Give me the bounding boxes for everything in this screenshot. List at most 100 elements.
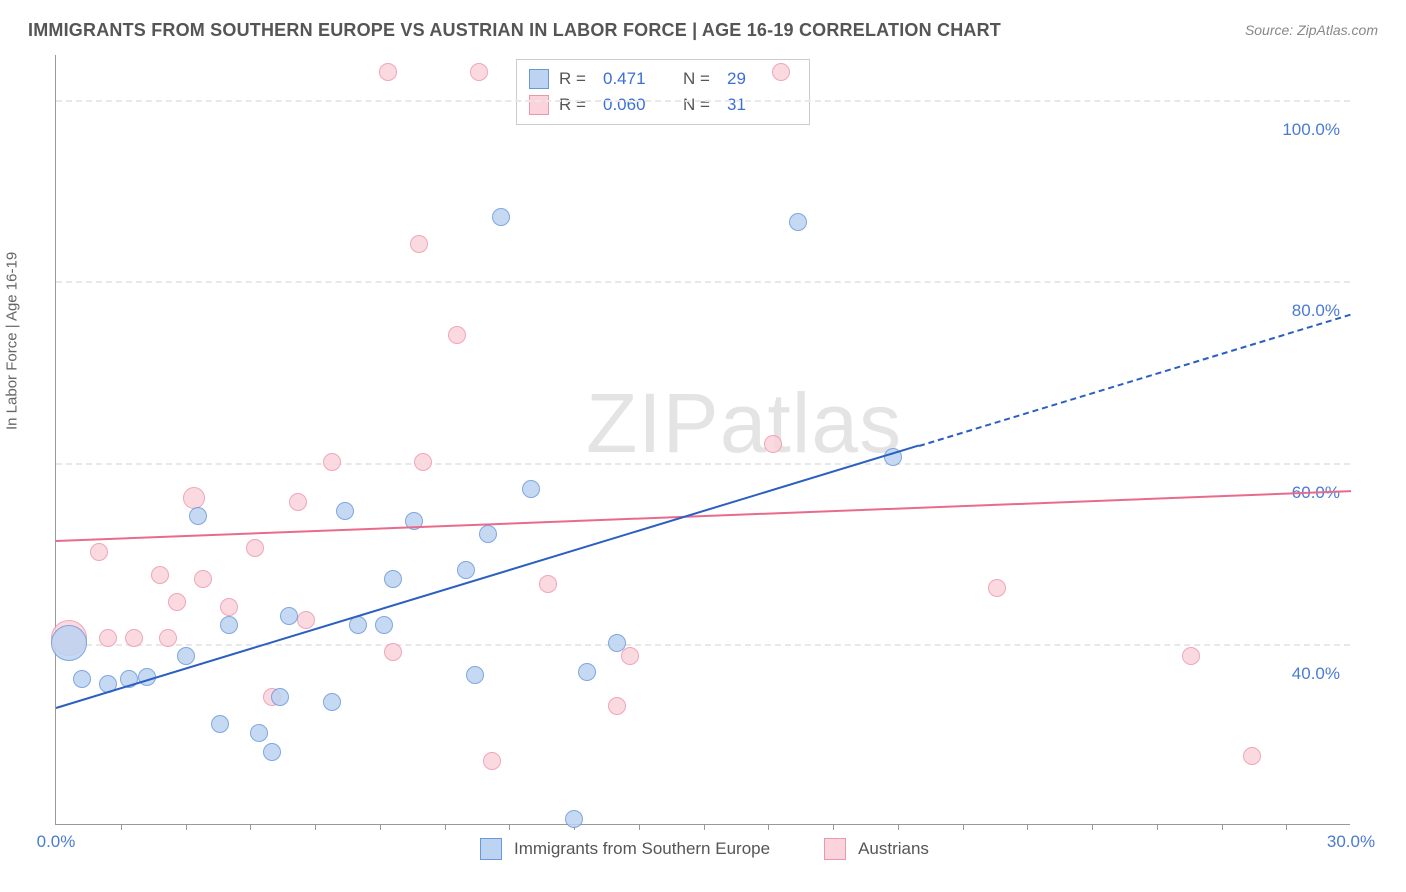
regression-line [56,490,1351,542]
scatter-point [159,629,177,647]
x-tick-mark [1027,824,1028,830]
scatter-point [336,502,354,520]
scatter-point [466,666,484,684]
scatter-point [246,539,264,557]
scatter-point [125,629,143,647]
scatter-point [289,493,307,511]
legend-bottom: Immigrants from Southern Europe Austrian… [480,838,929,860]
gridline [56,100,1350,102]
gridline [56,281,1350,283]
legend-r-label: R = [559,69,593,89]
scatter-point [323,453,341,471]
scatter-point [608,697,626,715]
y-tick-label: 40.0% [1292,664,1340,684]
x-tick-mark [963,824,964,830]
scatter-point [151,566,169,584]
scatter-point [384,643,402,661]
scatter-point [375,616,393,634]
watermark: ZIPatlas [586,375,902,472]
x-tick-mark [186,824,187,830]
x-tick-mark [1157,824,1158,830]
scatter-point [789,213,807,231]
x-tick-mark [833,824,834,830]
scatter-point [263,743,281,761]
scatter-point [323,693,341,711]
scatter-point [168,593,186,611]
source-label: Source: ZipAtlas.com [1245,22,1378,38]
x-tick-mark [1092,824,1093,830]
scatter-point [578,663,596,681]
x-tick-mark [898,824,899,830]
legend-label-1: Austrians [858,839,929,859]
regression-line-dashed [919,313,1351,446]
scatter-point [470,63,488,81]
scatter-point [1182,647,1200,665]
legend-n-value-1: 31 [727,95,797,115]
scatter-point [297,611,315,629]
scatter-point [1243,747,1261,765]
legend-label-0: Immigrants from Southern Europe [514,839,770,859]
plot-area: ZIPatlas R = 0.471 N = 29 R = 0.060 N = … [55,55,1350,825]
x-tick-mark [1286,824,1287,830]
x-tick-mark [704,824,705,830]
scatter-point [194,570,212,588]
legend-r-value-1: 0.060 [603,95,673,115]
x-tick-mark [121,824,122,830]
legend-swatch-blue [529,69,549,89]
gridline [56,463,1350,465]
x-tick-mark [509,824,510,830]
gridline [56,644,1350,646]
y-tick-label: 100.0% [1282,120,1340,140]
legend-n-label: N = [683,69,717,89]
legend-swatch-pink [529,95,549,115]
y-axis-label: In Labor Force | Age 16-19 [4,252,21,430]
scatter-point [483,752,501,770]
x-tick-label: 30.0% [1327,832,1375,852]
x-tick-mark [315,824,316,830]
x-tick-mark [768,824,769,830]
scatter-point [410,235,428,253]
scatter-point [522,480,540,498]
scatter-point [99,629,117,647]
legend-swatch-pink [824,838,846,860]
scatter-point [608,634,626,652]
scatter-point [271,688,289,706]
scatter-point [280,607,298,625]
x-tick-label: 0.0% [37,832,76,852]
x-tick-mark [445,824,446,830]
legend-r-value-0: 0.471 [603,69,673,89]
scatter-point [772,63,790,81]
legend-stats: R = 0.471 N = 29 R = 0.060 N = 31 [516,59,810,125]
legend-swatch-blue [480,838,502,860]
x-tick-mark [250,824,251,830]
x-tick-mark [1222,824,1223,830]
scatter-point [988,579,1006,597]
legend-n-label: N = [683,95,717,115]
scatter-point [565,810,583,828]
scatter-point [51,625,87,661]
scatter-point [220,616,238,634]
scatter-point [250,724,268,742]
chart-title: IMMIGRANTS FROM SOUTHERN EUROPE VS AUSTR… [28,20,1001,41]
scatter-point [379,63,397,81]
regression-line [56,445,920,710]
scatter-point [189,507,207,525]
scatter-point [479,525,497,543]
scatter-point [764,435,782,453]
scatter-point [621,647,639,665]
scatter-point [414,453,432,471]
scatter-point [457,561,475,579]
scatter-point [211,715,229,733]
scatter-point [220,598,238,616]
scatter-point [448,326,466,344]
x-tick-mark [380,824,381,830]
scatter-point [492,208,510,226]
scatter-point [177,647,195,665]
scatter-point [73,670,91,688]
x-tick-mark [639,824,640,830]
scatter-point [90,543,108,561]
scatter-point [183,487,205,509]
scatter-point [384,570,402,588]
legend-r-label: R = [559,95,593,115]
scatter-point [539,575,557,593]
